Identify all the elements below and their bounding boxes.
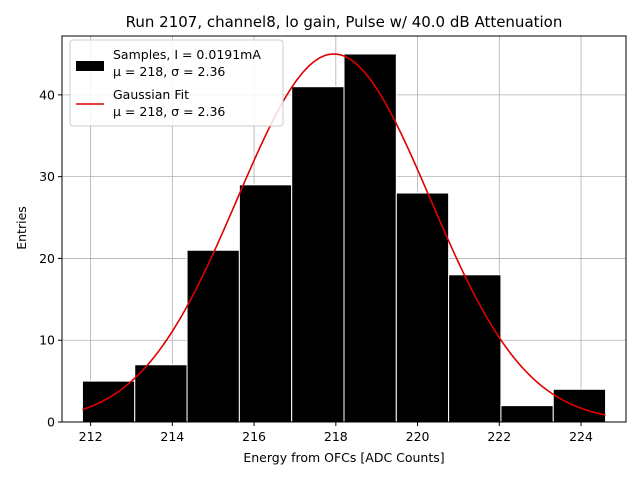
histogram-bar (81, 380, 136, 423)
legend-histogram-stats: μ = 218, σ = 2.36 (113, 64, 225, 79)
legend-box (69, 39, 284, 127)
y-tick-label: 40 (39, 87, 55, 102)
fit-curve (82, 53, 606, 416)
legend-fit-label: Gaussian Fit (113, 87, 189, 102)
x-tick-label: 214 (160, 429, 184, 444)
x-tick-label: 216 (242, 429, 266, 444)
histogram-bar (291, 86, 345, 423)
x-axis-label: Energy from OFCs [ADC Counts] (243, 450, 444, 465)
legend-histogram-label: Samples, I = 0.0191mA (113, 47, 261, 62)
histogram-bar (395, 192, 450, 423)
plot-frame (61, 35, 627, 423)
y-axis-label: Entries (14, 206, 29, 250)
gaussian-fit (82, 53, 606, 416)
x-tick-label: 224 (569, 429, 593, 444)
x-tick-label: 218 (324, 429, 348, 444)
histogram-bar (448, 274, 502, 423)
histogram-bar (186, 249, 240, 423)
legend-fit-stats: μ = 218, σ = 2.36 (113, 104, 225, 119)
histogram-bar (134, 364, 188, 423)
y-tick-label: 0 (47, 415, 55, 430)
histogram-bar (552, 388, 607, 423)
chart-title: Run 2107, channel8, lo gain, Pulse w/ 40… (126, 13, 563, 31)
histogram-bar (238, 184, 293, 423)
y-tick-label: 20 (39, 251, 55, 266)
x-axis-ticks: 212 214 216 218 220 222 224 (79, 422, 593, 444)
y-tick-label: 10 (39, 333, 55, 348)
histogram-bars (81, 53, 607, 423)
x-tick-label: 222 (487, 429, 511, 444)
y-tick-label: 30 (39, 169, 55, 184)
legend: Samples, I = 0.0191mA μ = 218, σ = 2.36 … (69, 39, 284, 127)
x-tick-label: 220 (406, 429, 430, 444)
x-tick-label: 212 (79, 429, 103, 444)
histogram-bar (500, 405, 554, 423)
legend-histogram-swatch (76, 61, 104, 71)
y-axis-ticks: 0 10 20 30 40 (39, 87, 62, 430)
